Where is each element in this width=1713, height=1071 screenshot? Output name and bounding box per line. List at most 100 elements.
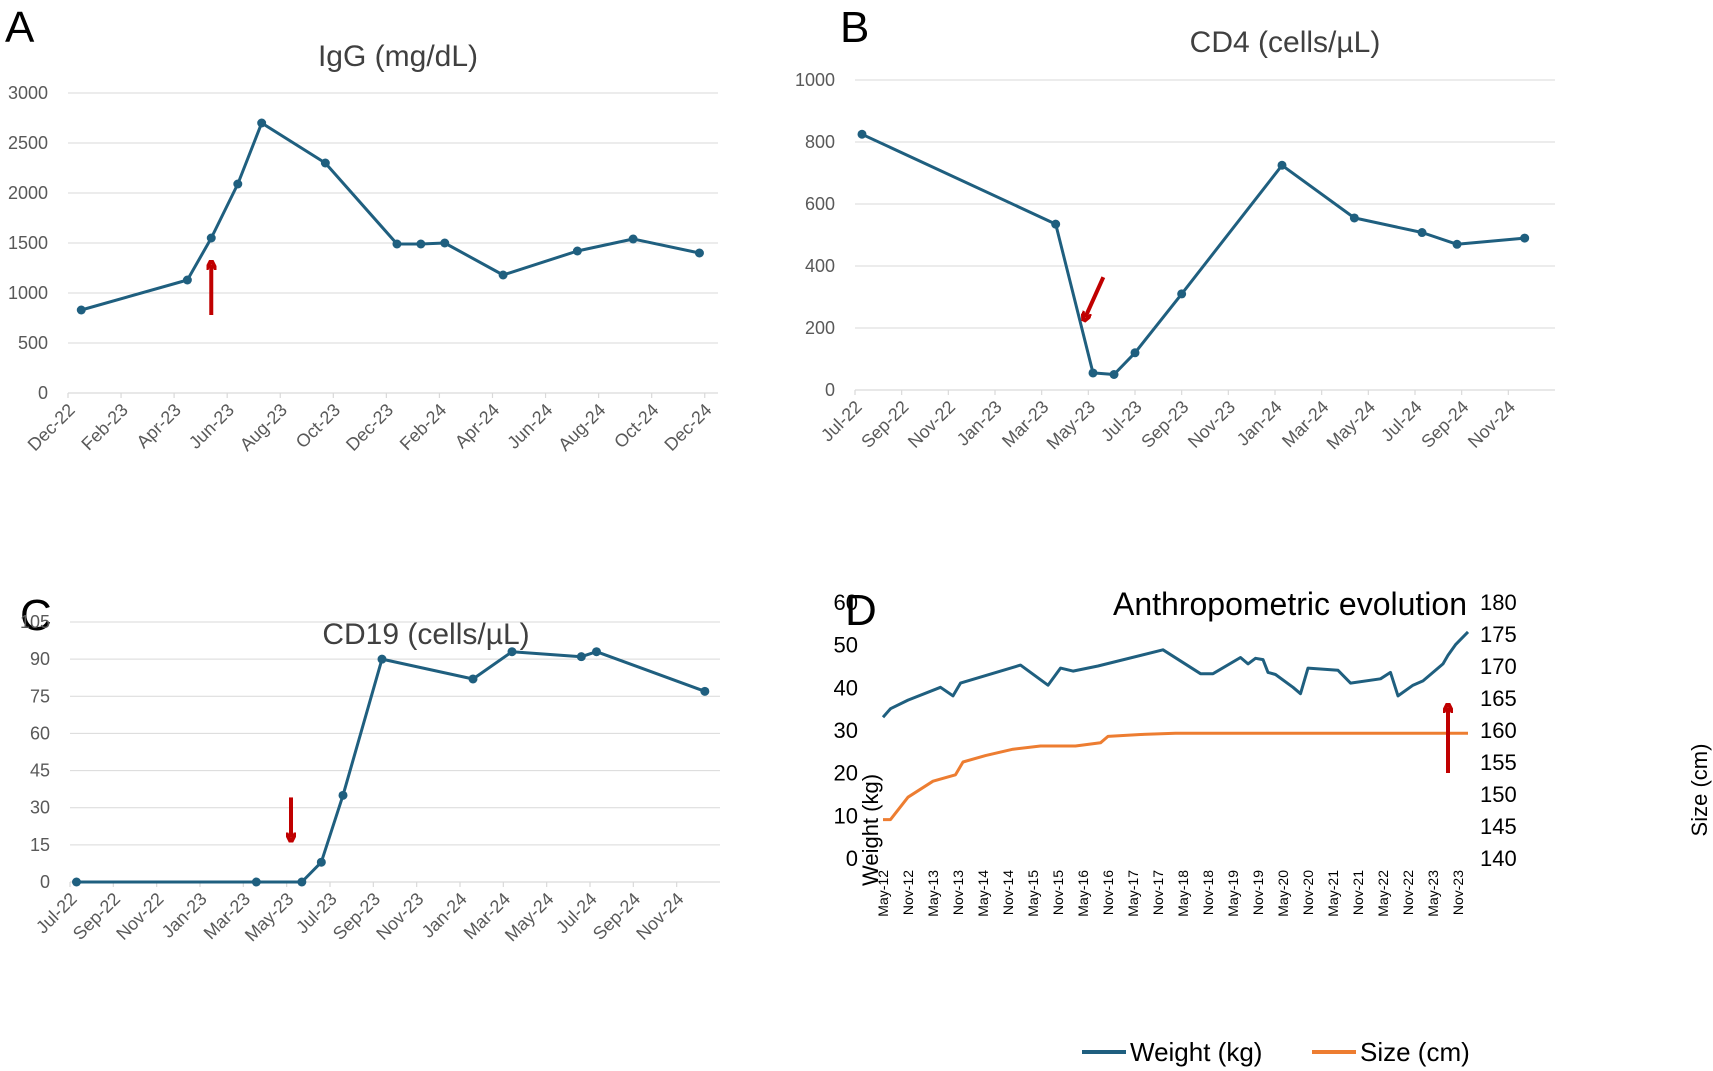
d-y2tick-label: 175 <box>1480 622 1517 647</box>
d-y2tick-label: 140 <box>1480 846 1517 871</box>
d-ytick-label: 60 <box>834 590 858 615</box>
b-ytick-label: 1000 <box>795 70 835 90</box>
c-ytick-label: 105 <box>20 612 50 632</box>
b-ytick-label: 400 <box>805 256 835 276</box>
d-xtick-label: May-22 <box>1375 870 1391 917</box>
chart-d-title: Anthropometric evolution <box>1113 586 1467 622</box>
chart-c: 0153045607590105Jul-22Sep-22Nov-22Jan-23… <box>20 612 720 945</box>
d-xtick-label: May-12 <box>875 870 891 917</box>
c-data-point <box>251 877 261 887</box>
a-data-point <box>233 179 243 189</box>
d-xtick-label: May-19 <box>1225 870 1241 917</box>
legend-label-weight: Weight (kg) <box>1130 1037 1262 1067</box>
b-series-line <box>861 132 1525 376</box>
c-xtick-label: Nov-22 <box>112 889 167 944</box>
panel-letter-b: B <box>840 3 869 52</box>
a-ytick-label: 2000 <box>8 183 48 203</box>
d-ytick-label: 30 <box>834 718 858 743</box>
b-data-point <box>1349 213 1359 223</box>
b-data-point <box>1088 368 1098 378</box>
c-xtick-label: Sep-23 <box>329 889 384 944</box>
a-xtick-label: Dec-23 <box>342 400 397 455</box>
chart-c-title: CD19 (cells/µL) <box>322 618 529 651</box>
a-ytick-label: 3000 <box>8 83 48 103</box>
chart-d: 0 10 20 30 40 50 60 140 145 150 155 160 165 170 175 180… <box>834 590 1517 917</box>
b-xtick-label: Nov-22 <box>904 397 959 452</box>
c-data-point <box>338 790 348 800</box>
a-data-point <box>182 275 192 285</box>
d-y2tick-label: 170 <box>1480 654 1517 679</box>
a-data-point <box>392 239 402 249</box>
a-xtick-label: Oct-24 <box>610 400 662 452</box>
d-xtick-label: Nov-13 <box>950 870 966 915</box>
b-xtick-label: Nov-23 <box>1184 397 1239 452</box>
b-ytick-label: 800 <box>805 132 835 152</box>
a-ytick-label: 0 <box>38 383 48 403</box>
c-data-point <box>468 674 478 684</box>
c-xtick-label: May-23 <box>241 889 298 946</box>
d-xtick-label: Nov-14 <box>1000 870 1016 915</box>
d-xtick-label: Nov-23 <box>1450 870 1466 915</box>
c-xtick-label: Jan-24 <box>418 889 471 942</box>
b-data-point <box>857 129 867 139</box>
c-xtick-label: Sep-24 <box>589 889 644 944</box>
d-xtick-label: May-15 <box>1025 870 1041 917</box>
c-xtick-label: Sep-22 <box>69 889 124 944</box>
a-data-point <box>76 305 86 315</box>
a-data-point <box>320 158 330 168</box>
d-ytick-label: 50 <box>834 633 858 658</box>
d-y2tick-label: 165 <box>1480 686 1517 711</box>
d-xtick-label: May-14 <box>975 870 991 917</box>
a-data-point <box>694 248 704 258</box>
d-xtick-label: Nov-15 <box>1050 870 1066 915</box>
chart-d-legend: Weight (kg) Size (cm) <box>1082 1037 1470 1067</box>
a-xtick-label: Oct-23 <box>292 400 344 452</box>
chart-b: 02004006008001000Jul-22Sep-22Nov-22Jan-2… <box>795 70 1555 453</box>
b-ytick-label: 200 <box>805 318 835 338</box>
a-data-point <box>572 246 582 256</box>
b-data-point <box>1520 233 1530 243</box>
d-ytick-label: 40 <box>834 675 858 700</box>
b-ytick-label: 600 <box>805 194 835 214</box>
a-data-point <box>498 270 508 280</box>
a-ytick-label: 500 <box>18 333 48 353</box>
a-xtick-label: Aug-24 <box>554 400 609 455</box>
c-data-point <box>700 686 710 696</box>
d-xtick-label: May-18 <box>1175 870 1191 917</box>
d-xtick-label: Nov-18 <box>1200 870 1216 915</box>
a-xtick-label: Jun-24 <box>503 400 556 453</box>
d-y2tick-label: 145 <box>1480 814 1517 839</box>
b-xtick-label: Jan-23 <box>953 397 1006 450</box>
d-size-line <box>883 731 1468 822</box>
c-data-point <box>507 647 517 657</box>
c-ytick-label: 60 <box>30 723 50 743</box>
b-xtick-label: Sep-24 <box>1417 397 1472 452</box>
d-weight-line <box>881 630 1470 719</box>
d-xtick-label: May-16 <box>1075 870 1091 917</box>
chart-a-title: IgG (mg/dL) <box>318 40 478 73</box>
d-ytick-label: 10 <box>834 803 858 828</box>
d-xtick-label: Nov-22 <box>1400 870 1416 915</box>
d-xtick-label: Nov-21 <box>1350 870 1366 915</box>
a-data-point <box>257 118 267 128</box>
d-y2tick-label: 155 <box>1480 750 1517 775</box>
chart-d-y2label: Size (cm) <box>1687 744 1712 837</box>
c-ytick-label: 0 <box>40 872 50 892</box>
b-data-point <box>1109 370 1119 379</box>
d-xtick-label: May-17 <box>1125 870 1141 917</box>
c-xtick-label: Nov-24 <box>632 889 687 944</box>
b-data-point <box>1051 219 1061 229</box>
d-xtick-label: May-13 <box>925 870 941 917</box>
b-xtick-label: Nov-24 <box>1464 397 1519 452</box>
b-xtick-label: Mar-24 <box>1278 397 1332 451</box>
a-data-point <box>440 238 450 248</box>
panel-letter-a: A <box>5 3 35 52</box>
d-ytick-label: 20 <box>834 761 858 786</box>
c-data-point <box>316 857 326 867</box>
d-xtick-label: Nov-16 <box>1100 870 1116 915</box>
b-data-point <box>1130 348 1140 358</box>
c-ytick-label: 30 <box>30 798 50 818</box>
c-data-point <box>72 877 81 887</box>
